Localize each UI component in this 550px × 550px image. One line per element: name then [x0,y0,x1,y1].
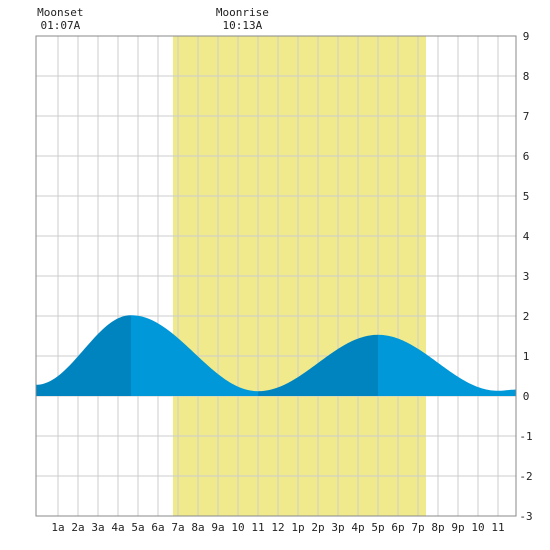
x-tick-label: 1p [291,521,304,534]
moon-event-label: Moonset [37,6,83,19]
y-tick-label: 7 [523,110,530,123]
x-tick-label: 4a [111,521,124,534]
x-tick-label: 10 [231,521,244,534]
y-tick-label: 6 [523,150,530,163]
y-tick-label: 2 [523,310,530,323]
y-tick-label: 0 [523,390,530,403]
x-tick-label: 3p [331,521,344,534]
x-tick-label: 7a [171,521,184,534]
x-tick-label: 4p [351,521,364,534]
tide-area-falling [378,334,516,396]
y-tick-label: 5 [523,190,530,203]
x-tick-label: 9p [451,521,464,534]
y-tick-label: 9 [523,30,530,43]
x-tick-label: 11 [251,521,264,534]
x-tick-label: 12 [271,521,284,534]
x-tick-label: 9a [211,521,224,534]
moon-event-label: Moonrise [216,6,269,19]
x-tick-label: 2p [311,521,324,534]
y-tick-label: -1 [519,430,532,443]
x-tick-label: 5p [371,521,384,534]
moon-time-label: 10:13A [222,19,262,32]
y-tick-label: -3 [519,510,532,523]
tide-area-layer [36,315,516,396]
x-tick-label: 2a [71,521,84,534]
y-tick-label: 4 [523,230,530,243]
tide-area-rising [36,315,131,396]
x-tick-labels: 1a 2a 3a 4a 5a 6a 7a 8a 9a 10 11 12 1p 2p 3p 4p 5p 6p 7p 8p… [51,521,504,534]
x-tick-label: 7p [411,521,424,534]
x-tick-label: 10 [471,521,484,534]
x-tick-label: 1a [51,521,64,534]
x-tick-label: 11 [491,521,504,534]
y-tick-label: 1 [523,350,530,363]
y-tick-label: -2 [519,470,532,483]
x-tick-label: 6p [391,521,404,534]
x-tick-label: 6a [151,521,164,534]
y-tick-label: 3 [523,270,530,283]
y-tick-label: 8 [523,70,530,83]
x-tick-label: 5a [131,521,144,534]
plot-frame [35,35,517,517]
y-tick-labels: 9 8 7 6 5 4 3 2 1 0 -1 -2 -3 [519,30,532,523]
moon-time-label: 01:07A [40,19,80,32]
x-tick-label: 8p [431,521,444,534]
x-tick-label: 3a [91,521,104,534]
x-tick-label: 8a [191,521,204,534]
tide-area-falling [131,315,258,396]
tide-area-rising [258,334,378,396]
